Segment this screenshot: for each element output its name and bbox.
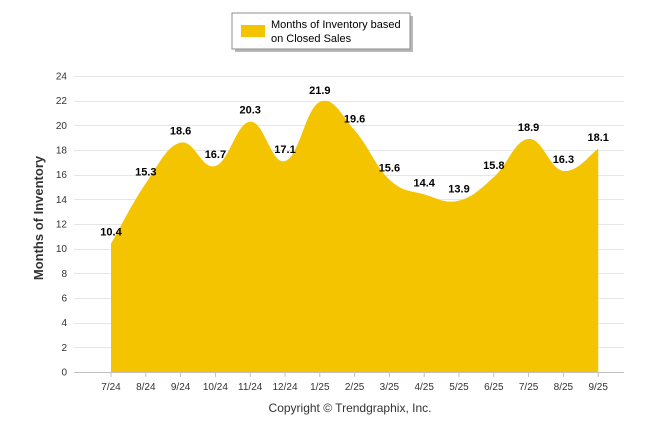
x-tick-label: 9/24 — [171, 382, 191, 393]
x-tick-label: 4/25 — [414, 382, 434, 393]
x-tick-label: 1/25 — [310, 382, 330, 393]
y-tick-label: 16 — [56, 170, 68, 181]
data-label: 15.3 — [135, 166, 156, 178]
y-tick-label: 10 — [56, 244, 68, 255]
data-labels: 10.4 15.3 18.6 16.7 20.3 17.1 21.9 19.6 15.6 14.4… — [100, 85, 609, 239]
x-tick-label: 8/24 — [136, 382, 156, 393]
x-tick-label: 9/25 — [588, 382, 608, 393]
y-tick-label: 6 — [61, 294, 67, 305]
data-label: 21.9 — [309, 85, 330, 97]
series-area — [111, 100, 599, 372]
y-tick-label: 8 — [61, 269, 67, 280]
y-tick-label: 4 — [61, 318, 67, 329]
copyright-text: Copyright © Trendgraphix, Inc. — [269, 401, 432, 415]
data-label: 18.9 — [518, 122, 539, 134]
x-tick-label: 10/24 — [203, 382, 228, 393]
y-tick-label: 20 — [56, 121, 68, 132]
data-label: 15.8 — [483, 160, 504, 172]
x-tick-label: 11/24 — [238, 382, 263, 393]
data-label: 16.3 — [553, 154, 574, 166]
x-tick-label: 7/24 — [101, 382, 121, 393]
data-label: 13.9 — [448, 184, 469, 196]
data-label: 16.7 — [205, 149, 226, 161]
y-tick-label: 0 — [61, 368, 67, 379]
y-tick-label: 22 — [56, 96, 68, 107]
x-tick-label: 3/25 — [380, 382, 400, 393]
y-tick-label: 24 — [56, 72, 68, 83]
y-tick-label: 12 — [56, 220, 68, 231]
data-label: 17.1 — [274, 144, 295, 156]
legend[interactable]: Months of Inventory based on Closed Sale… — [231, 12, 413, 52]
legend-line-2: on Closed Sales — [271, 33, 352, 45]
data-label: 18.1 — [587, 132, 608, 144]
y-tick-label: 18 — [56, 146, 68, 157]
y-axis-title: Months of Inventory — [31, 155, 46, 280]
data-label: 15.6 — [379, 163, 400, 175]
legend-swatch — [241, 25, 265, 37]
data-label: 10.4 — [100, 227, 122, 239]
x-tick-label: 7/25 — [519, 382, 539, 393]
x-tick-label: 5/25 — [449, 382, 469, 393]
y-tick-label: 14 — [56, 195, 68, 206]
x-axis-ticks: 7/24 8/24 9/24 10/24 11/24 12/24 1/25 2/25 3/25 4… — [101, 372, 608, 393]
y-tick-label: 2 — [61, 343, 67, 354]
x-tick-label: 12/24 — [272, 382, 297, 393]
data-label: 14.4 — [413, 177, 435, 189]
x-tick-label: 6/25 — [484, 382, 504, 393]
x-tick-label: 8/25 — [554, 382, 574, 393]
data-label: 18.6 — [170, 126, 191, 138]
data-label: 20.3 — [239, 105, 260, 117]
data-label: 19.6 — [344, 113, 365, 125]
x-tick-label: 2/25 — [345, 382, 365, 393]
legend-line-1: Months of Inventory based — [271, 19, 401, 31]
